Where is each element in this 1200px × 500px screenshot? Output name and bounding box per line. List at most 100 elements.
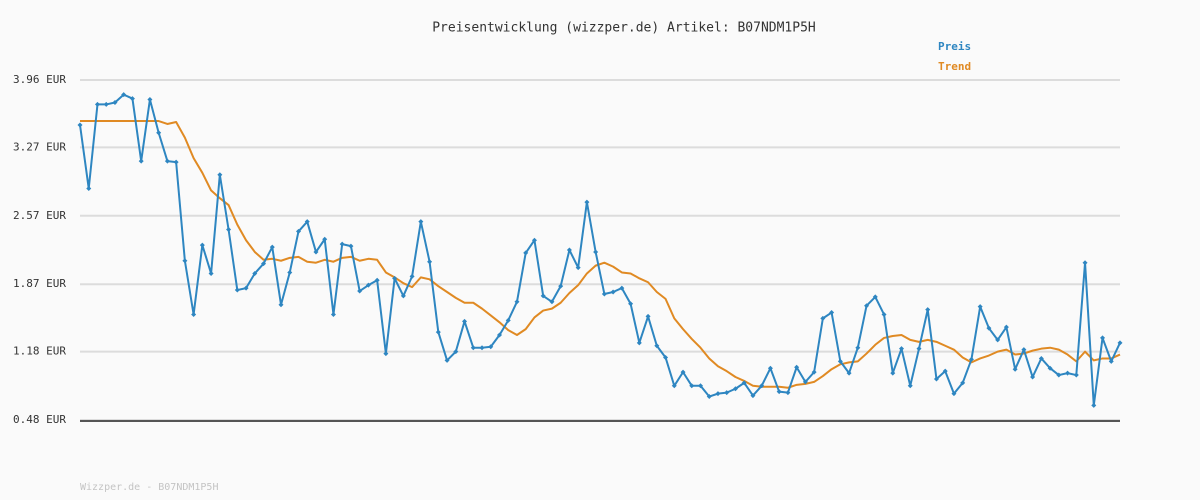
point-marker: [217, 172, 223, 178]
point-marker: [1073, 372, 1079, 378]
point-marker: [759, 383, 765, 389]
point-marker: [829, 310, 835, 316]
point-marker: [444, 357, 450, 363]
point-marker: [977, 304, 983, 310]
point-marker: [1108, 358, 1114, 364]
point-marker: [208, 270, 214, 276]
point-marker: [698, 383, 704, 389]
point-marker: [566, 247, 572, 253]
point-marker: [619, 285, 625, 291]
point-marker: [191, 311, 197, 317]
point-marker: [1117, 340, 1123, 346]
y-tick-label: 3.27 EUR: [13, 140, 66, 153]
point-marker: [864, 303, 870, 309]
point-marker: [418, 219, 424, 225]
point-marker: [645, 313, 651, 319]
point-marker: [785, 390, 791, 396]
point-marker: [724, 390, 730, 396]
point-marker: [365, 282, 371, 288]
point-marker: [549, 299, 555, 305]
point-marker: [933, 376, 939, 382]
point-marker: [837, 358, 843, 364]
y-tick-label: 0.48 EUR: [13, 413, 66, 426]
point-marker: [960, 380, 966, 386]
point-marker: [1056, 372, 1062, 378]
point-marker: [584, 199, 590, 205]
point-marker: [575, 265, 581, 271]
point-marker: [925, 307, 931, 313]
y-tick-label: 1.87 EUR: [13, 277, 66, 290]
chart-title: Preisentwicklung (wizzper.de) Artikel: B…: [432, 21, 816, 36]
point-marker: [121, 92, 127, 98]
point-marker: [400, 293, 406, 299]
point-marker: [339, 241, 345, 247]
point-marker: [226, 226, 232, 232]
point-marker: [488, 344, 494, 350]
point-marker: [680, 369, 686, 375]
point-marker: [138, 158, 144, 164]
point-marker: [767, 365, 773, 371]
series-line: [80, 120, 1121, 389]
point-marker: [1012, 366, 1018, 372]
point-marker: [968, 356, 974, 362]
point-marker: [986, 325, 992, 331]
point-marker: [593, 249, 599, 255]
point-marker: [1003, 324, 1009, 330]
point-marker: [409, 273, 415, 279]
point-marker: [199, 242, 205, 248]
point-marker: [479, 345, 485, 351]
point-marker: [610, 289, 616, 295]
point-marker: [252, 270, 258, 276]
point-marker: [732, 386, 738, 392]
point-marker: [558, 283, 564, 289]
legend-entry: Trend: [938, 60, 971, 73]
point-marker: [671, 383, 677, 389]
point-marker: [741, 380, 747, 386]
series-line: [79, 93, 1121, 407]
point-marker: [357, 288, 363, 294]
point-marker: [77, 122, 83, 128]
point-marker: [951, 391, 957, 397]
point-marker: [1100, 335, 1106, 341]
point-marker: [636, 340, 642, 346]
point-marker: [505, 317, 511, 323]
point-marker: [278, 302, 284, 308]
point-marker: [427, 259, 433, 265]
point-marker: [330, 311, 336, 317]
point-marker: [802, 379, 808, 385]
point-marker: [261, 261, 267, 267]
point-marker: [846, 370, 852, 376]
point-marker: [523, 250, 529, 256]
point-marker: [995, 337, 1001, 343]
point-marker: [706, 394, 712, 400]
point-marker: [1082, 260, 1088, 266]
footer: Wizzper.de - B07NDM1P5H: [80, 482, 218, 493]
point-marker: [182, 258, 188, 264]
point-marker: [164, 158, 170, 164]
y-tick-label: 2.57 EUR: [13, 209, 66, 222]
point-marker: [304, 219, 310, 225]
point-marker: [899, 346, 905, 352]
point-marker: [628, 301, 634, 307]
point-marker: [514, 299, 520, 305]
point-marker: [540, 293, 546, 299]
point-marker: [435, 329, 441, 335]
point-marker: [129, 96, 135, 102]
point-marker: [147, 97, 153, 103]
point-marker: [1030, 374, 1036, 380]
point-marker: [776, 389, 782, 395]
point-marker: [750, 393, 756, 399]
point-marker: [86, 185, 92, 191]
point-marker: [1047, 365, 1053, 371]
point-marker: [269, 244, 275, 250]
point-marker: [112, 99, 118, 105]
point-marker: [855, 345, 861, 351]
point-marker: [392, 275, 398, 281]
point-marker: [1091, 402, 1097, 408]
point-marker: [383, 351, 389, 357]
point-marker: [942, 368, 948, 374]
point-marker: [94, 101, 100, 107]
point-marker: [234, 287, 240, 293]
point-marker: [794, 364, 800, 370]
